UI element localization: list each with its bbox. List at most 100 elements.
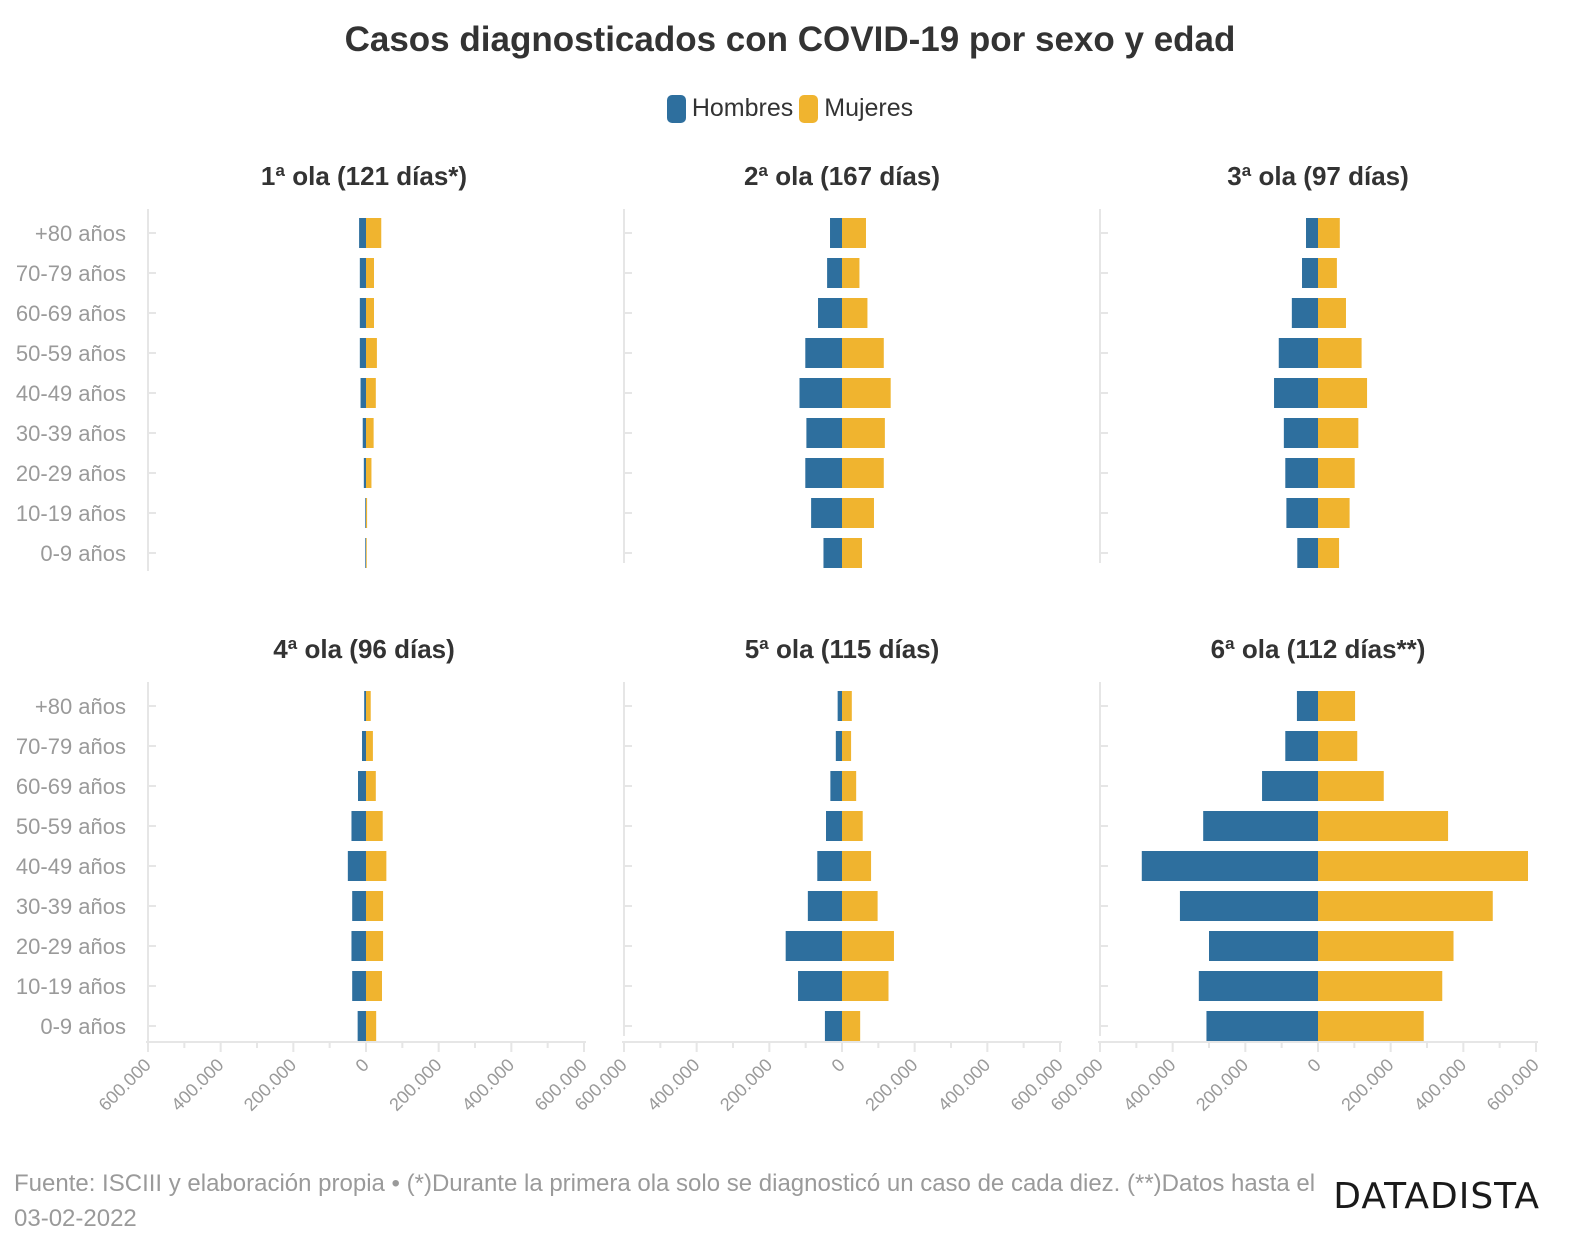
bar-mujeres-2-2 — [842, 258, 860, 288]
bar-mujeres-4-3 — [366, 771, 376, 801]
bar-hombres-6-1 — [1296, 691, 1318, 721]
y-tick-label-1-4: 50-59 años — [16, 341, 126, 366]
bar-hombres-1-4 — [359, 338, 366, 368]
bar-hombres-4-6 — [352, 891, 366, 921]
legend-label-hombres: Hombres — [691, 94, 794, 122]
bar-mujeres-6-6 — [1318, 891, 1493, 921]
legend-swatch-mujeres — [799, 94, 819, 123]
bar-hombres-4-7 — [351, 931, 366, 961]
bar-hombres-5-9 — [824, 1011, 842, 1041]
brand-logo: DATADISTA — [1333, 1176, 1540, 1217]
plot-area: 1ª ola (121 días*) +80 años 70-79 años 60-6… — [16, 161, 1543, 1115]
panel-title-5: 5ª ola (115 días) — [745, 634, 940, 664]
x-tick-label-3-3: 200.000 — [1192, 1055, 1252, 1115]
bar-mujeres-5-1 — [842, 691, 852, 721]
x-tick-label-1-4: 0 — [352, 1055, 373, 1076]
bar-hombres-3-5 — [1274, 378, 1318, 408]
bar-hombres-2-3 — [818, 298, 842, 328]
bar-hombres-2-1 — [830, 218, 842, 248]
bar-hombres-4-3 — [358, 771, 366, 801]
panel-title-2: 2ª ola (167 días) — [744, 161, 940, 191]
bar-hombres-2-6 — [806, 418, 842, 448]
y-tick-label-1-6: 30-39 años — [16, 421, 126, 446]
bar-hombres-1-6 — [362, 418, 366, 448]
y-tick-label-4-1: +80 años — [35, 694, 126, 719]
x-tick-label-3-2: 400.000 — [1119, 1055, 1179, 1115]
bar-hombres-1-3 — [359, 298, 366, 328]
panel-title-4: 4ª ola (96 días) — [273, 634, 455, 664]
bar-mujeres-5-6 — [842, 891, 878, 921]
bar-mujeres-3-7 — [1318, 458, 1355, 488]
bar-hombres-6-9 — [1206, 1011, 1318, 1041]
bar-hombres-3-8 — [1286, 498, 1318, 528]
bar-mujeres-3-1 — [1318, 218, 1340, 248]
bar-hombres-5-6 — [807, 891, 842, 921]
bar-mujeres-2-5 — [842, 378, 891, 408]
bar-mujeres-2-7 — [842, 458, 884, 488]
bar-mujeres-5-2 — [842, 731, 852, 761]
bar-mujeres-3-3 — [1318, 298, 1346, 328]
bar-hombres-4-4 — [351, 811, 366, 841]
bar-hombres-6-7 — [1209, 931, 1318, 961]
bar-mujeres-4-5 — [366, 851, 387, 881]
bar-hombres-4-8 — [352, 971, 366, 1001]
bar-mujeres-6-8 — [1318, 971, 1443, 1001]
y-tick-label-4-2: 70-79 años — [16, 734, 126, 759]
bar-mujeres-3-6 — [1318, 418, 1359, 448]
bar-mujeres-4-9 — [366, 1011, 377, 1041]
bar-mujeres-3-5 — [1318, 378, 1368, 408]
bar-mujeres-3-8 — [1318, 498, 1350, 528]
legend-item-hombres[interactable]: Hombres — [666, 94, 794, 123]
bar-mujeres-4-2 — [366, 731, 373, 761]
x-tick-label-3-4: 0 — [1304, 1055, 1325, 1076]
bar-hombres-5-5 — [817, 851, 842, 881]
bar-hombres-2-5 — [799, 378, 842, 408]
y-tick-label-1-2: 70-79 años — [16, 261, 126, 286]
bar-mujeres-2-3 — [842, 298, 868, 328]
bar-mujeres-5-8 — [842, 971, 889, 1001]
bar-mujeres-6-4 — [1318, 811, 1449, 841]
y-tick-label-1-9: 0-9 años — [40, 541, 126, 566]
bar-hombres-2-7 — [805, 458, 842, 488]
y-tick-label-4-5: 40-49 años — [16, 854, 126, 879]
bar-mujeres-1-5 — [366, 378, 376, 408]
legend-item-mujeres[interactable]: Mujeres — [799, 94, 913, 123]
x-tick-label-3-5: 200.000 — [1337, 1055, 1397, 1115]
bar-mujeres-1-8 — [366, 498, 368, 528]
x-tick-label-2-5: 200.000 — [861, 1055, 921, 1115]
bar-hombres-2-2 — [827, 258, 842, 288]
bar-mujeres-6-1 — [1318, 691, 1356, 721]
bar-mujeres-1-4 — [366, 338, 377, 368]
bar-mujeres-6-5 — [1318, 851, 1529, 881]
bar-mujeres-1-6 — [366, 418, 374, 448]
bar-mujeres-1-9 — [366, 538, 367, 568]
bar-mujeres-4-1 — [366, 691, 371, 721]
y-tick-label-1-8: 10-19 años — [16, 501, 126, 526]
bar-mujeres-5-5 — [842, 851, 872, 881]
bar-hombres-3-9 — [1297, 538, 1318, 568]
bar-mujeres-2-8 — [842, 498, 874, 528]
bar-mujeres-2-9 — [842, 538, 862, 568]
bar-mujeres-2-6 — [842, 418, 885, 448]
x-tick-label-1-6: 400.000 — [458, 1055, 518, 1115]
x-tick-label-2-3: 200.000 — [716, 1055, 776, 1115]
y-tick-label-1-7: 20-29 años — [16, 461, 126, 486]
x-tick-label-2-6: 400.000 — [934, 1055, 994, 1115]
footer-source: Fuente: ISCIII y elaboración propia • (*… — [14, 1170, 1316, 1232]
bar-mujeres-1-3 — [366, 298, 374, 328]
bar-mujeres-6-7 — [1318, 931, 1454, 961]
y-tick-label-1-5: 40-49 años — [16, 381, 126, 406]
bar-mujeres-4-7 — [366, 931, 384, 961]
bar-mujeres-4-8 — [366, 971, 382, 1001]
bar-hombres-1-2 — [359, 258, 366, 288]
bar-hombres-1-7 — [363, 458, 366, 488]
bar-mujeres-1-1 — [366, 218, 382, 248]
bar-mujeres-2-1 — [842, 218, 866, 248]
y-tick-label-1-1: +80 años — [35, 221, 126, 246]
y-tick-label-4-7: 20-29 años — [16, 934, 126, 959]
bar-hombres-1-5 — [360, 378, 366, 408]
bar-hombres-6-2 — [1285, 731, 1318, 761]
bar-hombres-3-4 — [1278, 338, 1318, 368]
bar-mujeres-1-2 — [366, 258, 374, 288]
bar-mujeres-1-7 — [366, 458, 372, 488]
